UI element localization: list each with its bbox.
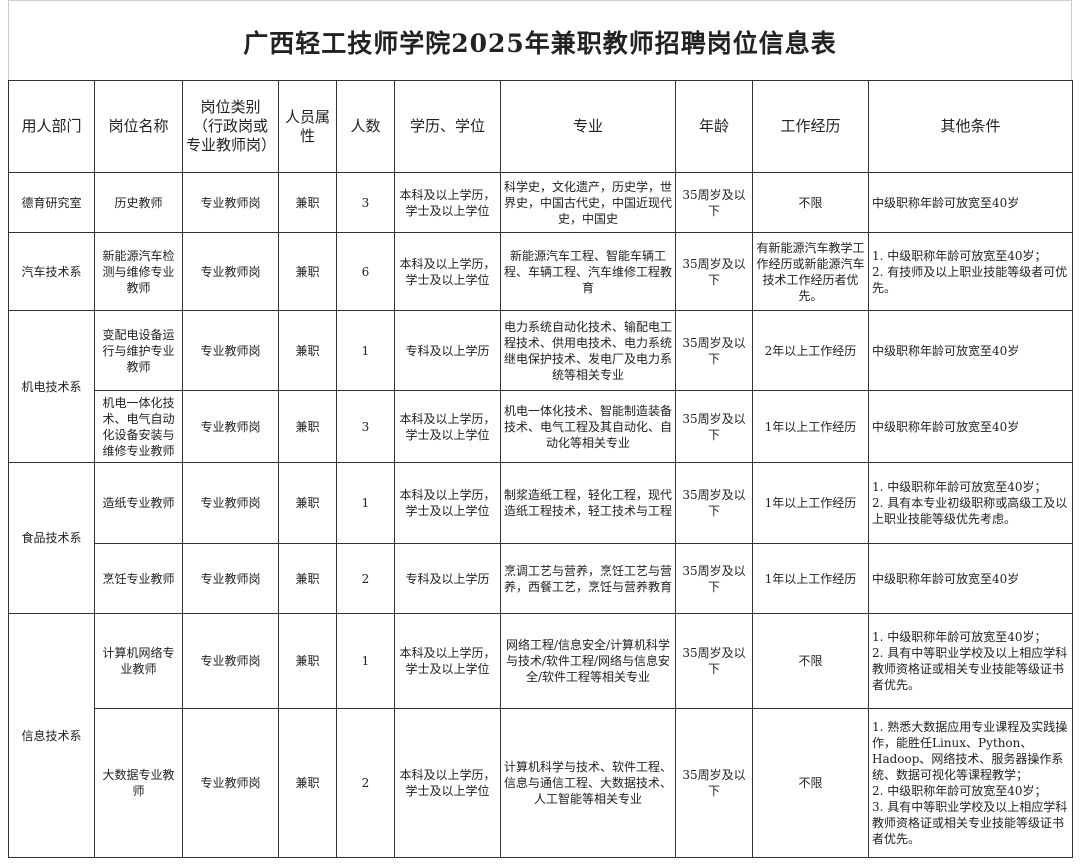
cell-category: 专业教师岗 (182, 310, 279, 391)
cell-age: 35周岁及以下 (675, 708, 753, 858)
cell-major: 新能源汽车工程、智能车辆工程、车辆工程、汽车维修工程教育 (500, 232, 676, 311)
cell-age: 35周岁及以下 (675, 172, 753, 233)
cell-position: 变配电设备运行与维护专业教师 (94, 310, 183, 391)
cell-experience: 不限 (752, 613, 869, 709)
cell-category: 专业教师岗 (182, 172, 279, 233)
cell-age: 35周岁及以下 (675, 613, 753, 709)
cell-age: 35周岁及以下 (675, 232, 753, 311)
cell-education: 本科及以上学历，学士及以上学位 (394, 390, 501, 463)
cell-dept: 汽车技术系 (8, 232, 95, 311)
header-experience: 工作经历 (752, 80, 869, 173)
cell-position: 新能源汽车检测与维修专业教师 (94, 232, 183, 311)
table-row: 信息技术系 计算机网络专业教师 专业教师岗 兼职 1 本科及以上学历，学士及以上学位 网络工… (8, 613, 1073, 858)
cell-major: 机电一体化技术、智能制造装备技术、电气工程及其自动化、自动化等相关专业 (500, 390, 676, 463)
cell-education: 本科及以上学历，学士及以上学位 (394, 613, 501, 709)
cell-other: 中级职称年龄可放宽至40岁 (868, 543, 1073, 614)
cell-major: 电力系统自动化技术、输配电工程技术、供用电技术、电力系统继电保护技术、发电厂及电… (500, 310, 676, 391)
document: 广西轻工技师学院2025年兼职教师招聘岗位信息表 用人部门 岗位名称 岗位类别（行政… (8, 0, 1073, 858)
cell-other: 1. 中级职称年龄可放宽至40岁； 2. 具有本专业初级职称或高级工及以上职业技… (868, 462, 1073, 544)
table-row: 德育研究室 历史教师 专业教师岗 兼职 3 本科及以上学历，学士及以上学位 科学史，文化遗产… (8, 172, 1073, 233)
cell-count: 2 (336, 708, 395, 858)
cell-type: 兼职 (278, 613, 337, 709)
cell-experience: 有新能源汽车教学工作经历或新能源汽车技术工作经历者优先。 (752, 232, 869, 311)
cell-count: 1 (336, 613, 395, 709)
header-education: 学历、学位 (394, 80, 501, 173)
cell-type: 兼职 (278, 172, 337, 233)
cell-position: 历史教师 (94, 172, 183, 233)
cell-dept: 信息技术系 (8, 613, 95, 858)
cell-position: 造纸专业教师 (94, 462, 183, 544)
cell-experience: 不限 (752, 708, 869, 858)
cell-position: 机电一体化技术、电气自动化设备安装与维修专业教师 (94, 390, 183, 463)
cell-count: 6 (336, 232, 395, 311)
cell-position: 计算机网络专业教师 (94, 613, 183, 709)
cell-type: 兼职 (278, 543, 337, 614)
cell-major: 计算机科学与技术、软件工程、信息与通信工程、大数据技术、人工智能等相关专业 (500, 708, 676, 858)
cell-type: 兼职 (278, 390, 337, 463)
cell-count: 1 (336, 462, 395, 544)
header-type: 人员属性 (278, 80, 337, 173)
header-position: 岗位名称 (94, 80, 183, 173)
cell-major: 科学史，文化遗产，历史学，世界史，中国古代史，中国近现代史，中国史 (500, 172, 676, 233)
cell-major: 制浆造纸工程，轻化工程，现代造纸工程技术，轻工技术与工程 (500, 462, 676, 544)
cell-experience: 1年以上工作经历 (752, 462, 869, 544)
cell-count: 1 (336, 310, 395, 391)
cell-category: 专业教师岗 (182, 390, 279, 463)
page-title: 广西轻工技师学院2025年兼职教师招聘岗位信息表 (8, 0, 1072, 80)
cell-type: 兼职 (278, 310, 337, 391)
cell-count: 3 (336, 390, 395, 463)
cell-major: 烹调工艺与营养，烹饪工艺与营养，西餐工艺，烹饪与营养教育 (500, 543, 676, 614)
header-category: 岗位类别（行政岗或专业教师岗） (182, 80, 279, 173)
cell-position: 烹饪专业教师 (94, 543, 183, 614)
table-row: 机电技术系 变配电设备运行与维护专业教师 专业教师岗 兼职 1 专科及以上学历 电力系统自动… (8, 310, 1073, 463)
cell-count: 3 (336, 172, 395, 233)
cell-major: 网络工程/信息安全/计算机科学与技术/软件工程/网络与信息安全/软件工程等相关专… (500, 613, 676, 709)
header-age: 年龄 (675, 80, 753, 173)
cell-education: 本科及以上学历，学士及以上学位 (394, 462, 501, 544)
cell-dept: 机电技术系 (8, 310, 95, 463)
cell-education: 本科及以上学历，学士及以上学位 (394, 232, 501, 311)
cell-dept: 食品技术系 (8, 462, 95, 614)
cell-other: 中级职称年龄可放宽至40岁 (868, 310, 1073, 391)
cell-category: 专业教师岗 (182, 543, 279, 614)
table-row: 大数据专业教师 专业教师岗 兼职 2 本科及以上学历，学士及以上学位 计算机科学与技术、软… (9, 708, 1073, 858)
cell-type: 兼职 (278, 232, 337, 311)
cell-other: 1. 中级职称年龄可放宽至40岁； 2. 有技师及以上职业技能等级者可优先。 (868, 232, 1073, 311)
cell-age: 35周岁及以下 (675, 543, 753, 614)
cell-experience: 1年以上工作经历 (752, 543, 869, 614)
cell-education: 专科及以上学历 (394, 543, 501, 614)
cell-experience: 2年以上工作经历 (752, 310, 869, 391)
cell-age: 35周岁及以下 (675, 462, 753, 544)
cell-position: 大数据专业教师 (94, 708, 183, 858)
cell-other: 中级职称年龄可放宽至40岁 (868, 390, 1073, 463)
cell-type: 兼职 (278, 462, 337, 544)
cell-experience: 1年以上工作经历 (752, 390, 869, 463)
header-row: 用人部门 岗位名称 岗位类别（行政岗或专业教师岗） 人员属性 人数 学历、学位 专业 年龄 工作… (8, 80, 1073, 173)
cell-type: 兼职 (278, 708, 337, 858)
table-row: 食品技术系 造纸专业教师 专业教师岗 兼职 1 本科及以上学历，学士及以上学位 制浆造纸工程… (8, 462, 1073, 614)
cell-count: 2 (336, 543, 395, 614)
cell-education: 本科及以上学历，学士及以上学位 (394, 172, 501, 233)
cell-other: 1. 熟悉大数据应用专业课程及实践操作，能胜任Linux、Python、Hado… (868, 708, 1073, 858)
cell-category: 专业教师岗 (182, 462, 279, 544)
table-row: 机电一体化技术、电气自动化设备安装与维修专业教师 专业教师岗 兼职 3 本科及以上学历，… (9, 390, 1073, 463)
cell-other: 1. 中级职称年龄可放宽至40岁； 2. 具有中等职业学校及以上相应学科教师资格… (868, 613, 1073, 709)
recruitment-table: 用人部门 岗位名称 岗位类别（行政岗或专业教师岗） 人员属性 人数 学历、学位 专业 年龄 工作… (8, 80, 1073, 858)
header-other: 其他条件 (868, 80, 1073, 173)
header-count: 人数 (336, 80, 395, 173)
cell-experience: 不限 (752, 172, 869, 233)
cell-other: 中级职称年龄可放宽至40岁 (868, 172, 1073, 233)
cell-age: 35周岁及以下 (675, 310, 753, 391)
header-dept: 用人部门 (8, 80, 95, 173)
cell-category: 专业教师岗 (182, 613, 279, 709)
table-row: 烹饪专业教师 专业教师岗 兼职 2 专科及以上学历 烹调工艺与营养，烹饪工艺与营养，西餐工… (9, 543, 1073, 614)
header-major: 专业 (500, 80, 676, 173)
cell-category: 专业教师岗 (182, 232, 279, 311)
table-row: 汽车技术系 新能源汽车检测与维修专业教师 专业教师岗 兼职 6 本科及以上学历，学士及以上… (8, 232, 1073, 311)
cell-age: 35周岁及以下 (675, 390, 753, 463)
cell-category: 专业教师岗 (182, 708, 279, 858)
cell-education: 专科及以上学历 (394, 310, 501, 391)
cell-dept: 德育研究室 (8, 172, 95, 233)
cell-education: 本科及以上学历，学士及以上学位 (394, 708, 501, 858)
